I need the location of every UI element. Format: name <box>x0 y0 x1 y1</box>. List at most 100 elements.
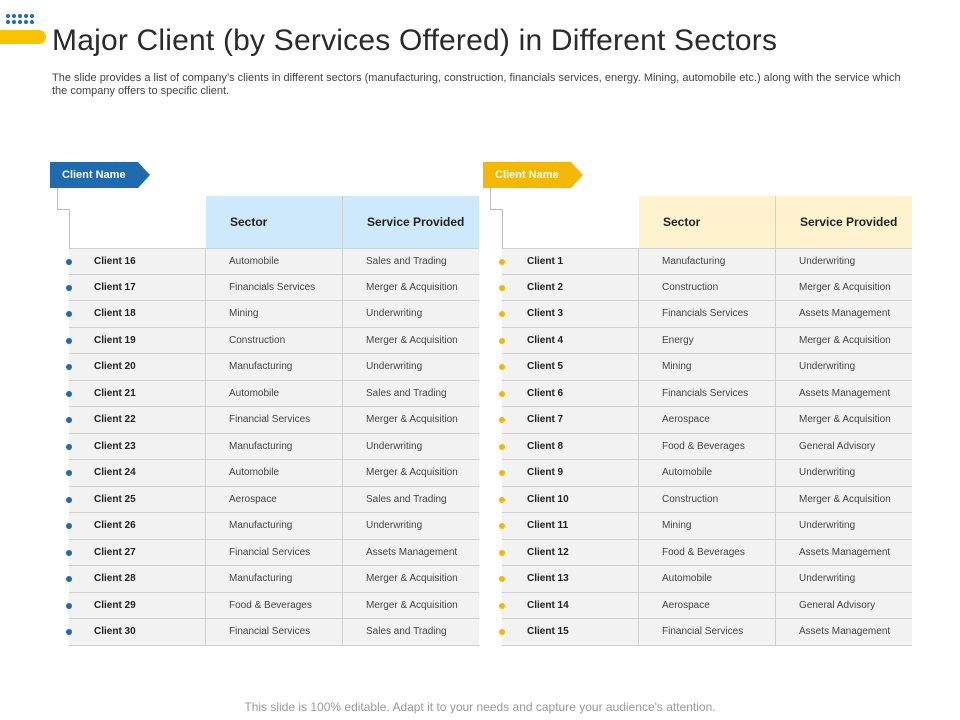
sector-cell: Automobile <box>206 460 343 486</box>
client-name-cell: Client 22 <box>69 407 206 433</box>
sector-cell: Financial Services <box>206 539 343 565</box>
sector-cell: Manufacturing <box>206 513 343 539</box>
bullet-icon <box>499 523 505 529</box>
table-row: Client 15 Financial Services Assets Manage… <box>499 619 912 646</box>
logo-dot <box>18 14 22 18</box>
client-name-cell: Client 14 <box>502 592 639 618</box>
left-client-table: Client Name Sector Service Provided Clie… <box>50 162 482 652</box>
page-subtitle: The slide provides a list of company’s c… <box>52 72 901 97</box>
table-row: Client 24 Automobile Merger & Acquisition <box>66 460 479 487</box>
client-name-cell: Client 19 <box>69 327 206 353</box>
sector-cell: Construction <box>206 327 343 353</box>
table-body: Client 1 Manufacturing Underwriting Client … <box>499 248 912 646</box>
service-cell: Merger & Acquisition <box>366 573 458 584</box>
bullet-icon <box>66 576 72 582</box>
bullet-icon <box>499 417 505 423</box>
sector-cell: Financials Services <box>206 274 343 300</box>
table-row: Client 1 Manufacturing Underwriting <box>499 248 912 275</box>
table-row: Client 7 Aerospace Merger & Acquisition <box>499 407 912 434</box>
sector-cell: Financials Services <box>639 380 776 406</box>
service-cell: Merger & Acquisition <box>799 281 891 293</box>
service-cell: Assets Management <box>799 387 891 399</box>
sector-cell: Food & Beverages <box>639 433 776 459</box>
sector-cell: Mining <box>639 513 776 539</box>
sector-cell: Manufacturing <box>206 566 343 592</box>
client-name-cell: Client 7 <box>502 407 639 433</box>
bullet-icon <box>66 470 72 476</box>
service-cell: Merger & Acquisition <box>366 599 458 611</box>
connector-line <box>57 188 69 210</box>
client-name-cell: Client 21 <box>69 380 206 406</box>
service-cell: Merger & Acquisition <box>366 414 458 425</box>
table-row: Client 12 Food & Beverages Assets Manageme… <box>499 539 912 566</box>
table-row: Client 26 Manufacturing Underwriting <box>66 513 479 540</box>
service-cell: Sales and Trading <box>366 493 447 505</box>
sector-cell: Construction <box>639 486 776 512</box>
client-name-cell: Client 15 <box>502 619 639 645</box>
client-name-cell: Client 11 <box>502 513 639 539</box>
bullet-icon <box>66 496 72 503</box>
bullet-icon <box>499 311 505 317</box>
sector-cell: Financial Services <box>206 619 343 645</box>
bullet-icon <box>66 311 72 317</box>
table-row: Client 17 Financials Services Merger & Acq… <box>66 274 479 301</box>
service-cell: Underwriting <box>366 361 423 372</box>
service-cell: Sales and Trading <box>366 387 447 399</box>
bullet-icon <box>499 390 505 397</box>
table-row: Client 28 Manufacturing Merger & Acquisiti… <box>66 566 479 593</box>
client-name-cell: Client 10 <box>502 486 639 512</box>
bullet-icon <box>66 629 72 635</box>
logo-dot <box>30 20 34 24</box>
service-header: Service Provided <box>776 196 912 248</box>
service-cell: Sales and Trading <box>366 626 447 637</box>
sector-header: Sector <box>206 196 343 248</box>
client-name-cell: Client 24 <box>69 460 206 486</box>
client-name-cell: Client 4 <box>502 327 639 353</box>
sector-cell: Aerospace <box>639 407 776 433</box>
bullet-icon <box>499 496 505 503</box>
bullet-icon <box>499 443 505 450</box>
client-name-tag: Client Name <box>50 162 150 188</box>
client-name-cell: Client 27 <box>69 539 206 565</box>
bullet-icon <box>499 576 505 582</box>
table-row: Client 14 Aerospace General Advisory <box>499 592 912 619</box>
sector-header: Sector <box>639 196 776 248</box>
bullet-icon <box>66 337 72 344</box>
bullet-icon <box>499 549 505 556</box>
service-header: Service Provided <box>343 196 479 248</box>
client-name-cell: Client 17 <box>69 274 206 300</box>
service-cell: Merger & Acquisition <box>799 493 891 505</box>
sector-cell: Mining <box>206 301 343 327</box>
table-row: Client 30 Financial Services Sales and Tra… <box>66 619 479 646</box>
footer-note: This slide is 100% editable. Adapt it to… <box>244 700 716 714</box>
service-cell: Merger & Acquisition <box>799 334 891 346</box>
table-row: Client 23 Manufacturing Underwriting <box>66 433 479 460</box>
client-name-cell: Client 13 <box>502 566 639 592</box>
logo-dot <box>30 14 34 18</box>
sector-cell: Aerospace <box>206 486 343 512</box>
service-cell: Underwriting <box>799 361 856 372</box>
bullet-icon <box>499 470 505 476</box>
service-cell: General Advisory <box>799 599 876 611</box>
table-row: Client 25 Aerospace Sales and Trading <box>66 486 479 513</box>
right-client-table: Client Name Sector Service Provided Clie… <box>483 162 915 652</box>
service-cell: Merger & Acquisition <box>366 281 458 293</box>
bullet-icon <box>66 259 72 265</box>
bullet-icon <box>66 364 72 370</box>
sector-cell: Automobile <box>206 380 343 406</box>
bullet-icon <box>499 629 505 635</box>
logo-dot <box>24 20 28 24</box>
table-row: Client 5 Mining Underwriting <box>499 354 912 381</box>
client-name-cell: Client 18 <box>69 301 206 327</box>
logo-dot <box>6 20 10 24</box>
logo-dot <box>24 14 28 18</box>
service-cell: Merger & Acquisition <box>366 334 458 346</box>
client-name-cell: Client 2 <box>502 274 639 300</box>
service-cell: Underwriting <box>799 520 856 531</box>
client-name-cell: Client 8 <box>502 433 639 459</box>
sector-cell: Food & Beverages <box>206 592 343 618</box>
sector-cell: Automobile <box>639 460 776 486</box>
service-cell: Underwriting <box>366 308 423 319</box>
bullet-icon <box>499 602 505 609</box>
bullet-icon <box>66 523 72 529</box>
